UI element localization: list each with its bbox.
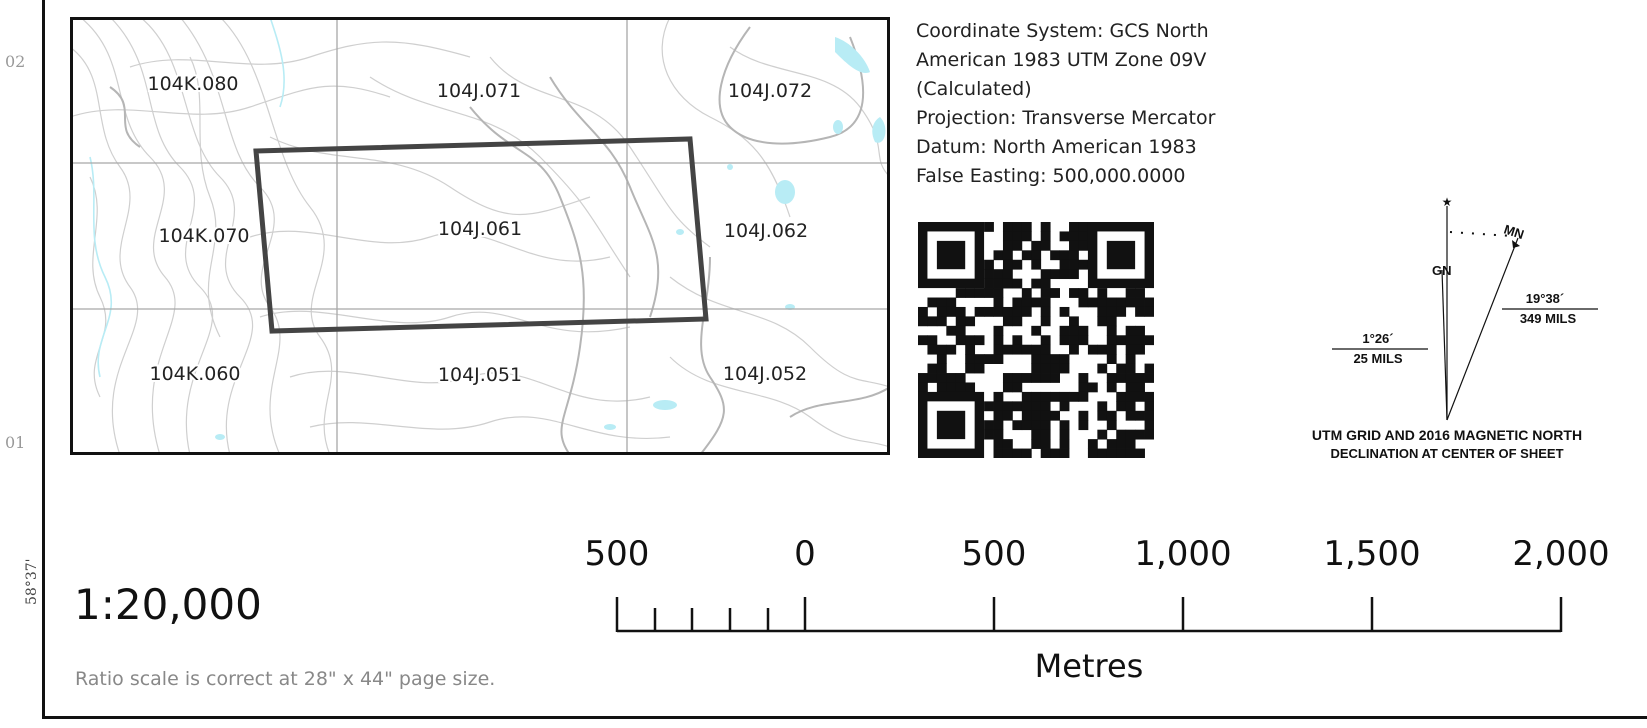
latitude-label: 58°37' (24, 558, 40, 605)
scale-ratio: 1:20,000 (74, 580, 262, 629)
scale-label: 2,000 (1512, 540, 1609, 574)
declination-caption-line2: DECLINATION AT CENTER OF SHEET (1330, 446, 1563, 461)
tile-label: 104J.061 (438, 218, 522, 240)
tile-label: 104K.070 (158, 225, 249, 247)
mn-label: MN (1502, 222, 1526, 243)
declination-diagram: ★ MN GN 19°38´ 349 MILS 1°26´ 25 MILS UT… (1312, 195, 1598, 461)
gn-mils: 25 MILS (1353, 351, 1402, 366)
tile-label: 104J.072 (728, 80, 812, 102)
coordinate-info-line: (Calculated) (916, 78, 1032, 100)
star-icon: ★ (1442, 195, 1453, 209)
mn-mils: 349 MILS (1520, 311, 1577, 326)
scale-label: 1,000 (1134, 540, 1231, 574)
tile-label: 104J.062 (724, 220, 808, 242)
frame-left-border (42, 0, 45, 719)
arrow-icon (1512, 240, 1520, 248)
river-lines (109, 26, 890, 455)
coordinate-system-info: Coordinate System: GCS North American 19… (916, 17, 1276, 191)
tile-label: 104J.051 (438, 364, 522, 386)
index-map: 104K.080 104J.071 104J.072 104K.070 104J… (70, 17, 890, 455)
scale-label: 0 (794, 540, 816, 574)
gn-angle: 1°26´ (1362, 331, 1393, 346)
scale-bar: 500 0 500 1,000 1,500 2,000 Metres (585, 540, 1610, 685)
coordinate-info-line: Coordinate System: GCS North (916, 20, 1209, 42)
scale-note: Ratio scale is correct at 28" x 44" page… (75, 668, 496, 690)
scale-label: 500 (962, 540, 1027, 574)
margin-tick-bottom: 01 (5, 433, 26, 452)
margin-tick-top: 02 (5, 52, 26, 71)
tile-label: 104J.052 (723, 363, 807, 385)
tile-label: 104K.080 (147, 73, 238, 95)
scale-label: 1,500 (1323, 540, 1420, 574)
frame-bottom-border (42, 716, 1647, 719)
coordinate-info-line: Datum: North American 1983 (916, 136, 1197, 158)
gn-label: GN (1432, 263, 1452, 278)
mn-angle: 19°38´ (1526, 291, 1564, 306)
scale-label: 500 (585, 540, 650, 574)
coordinate-info-line: False Easting: 500,000.0000 (916, 165, 1186, 187)
coordinate-info-line: Projection: Transverse Mercator (916, 107, 1216, 129)
tile-label: 104K.060 (149, 363, 240, 385)
current-sheet-outline (253, 136, 709, 334)
qr-code (918, 222, 1154, 458)
tile-label: 104J.071 (437, 80, 521, 102)
index-grid (70, 17, 890, 455)
declination-caption-line1: UTM GRID AND 2016 MAGNETIC NORTH (1312, 427, 1582, 443)
index-map-border (70, 17, 890, 455)
coordinate-info-line: American 1983 UTM Zone 09V (916, 49, 1207, 71)
scale-unit: Metres (1035, 647, 1144, 685)
